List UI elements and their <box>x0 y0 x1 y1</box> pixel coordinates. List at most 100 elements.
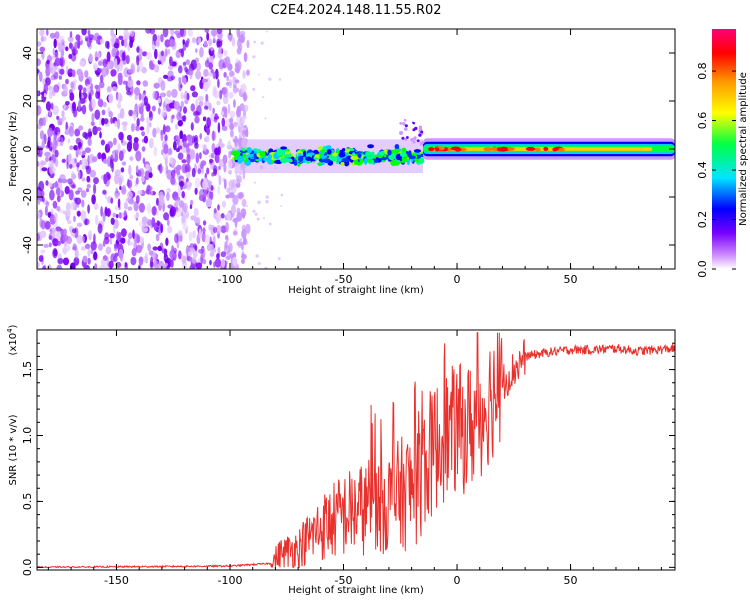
noise-blob <box>229 129 234 138</box>
noise-blob <box>187 68 194 76</box>
noise-blob <box>153 146 157 158</box>
noise-blob <box>242 237 247 246</box>
noise-blob <box>241 229 247 239</box>
noise-blob <box>108 111 114 118</box>
noise-blob <box>112 137 117 146</box>
noise-blob <box>68 42 73 49</box>
noise-blob <box>118 35 124 40</box>
noise-blob <box>182 61 187 66</box>
noise-blob <box>155 233 160 242</box>
band-feature <box>418 133 422 137</box>
noise-blob <box>162 124 166 135</box>
band-feature <box>420 130 424 134</box>
noise-blob <box>101 109 106 116</box>
noise-blob <box>166 90 172 98</box>
noise-blob <box>128 164 132 176</box>
noise-blob <box>113 42 120 49</box>
colorbar-tick-label: 0.4 <box>696 161 709 179</box>
noise-blob <box>67 36 74 43</box>
noise-blob <box>167 65 174 70</box>
noise-blob <box>160 130 164 142</box>
noise-blob <box>48 242 52 248</box>
noise-blob <box>169 38 176 48</box>
noise-blob <box>170 169 176 178</box>
noise-blob <box>194 115 200 124</box>
noise-blob <box>106 51 111 62</box>
snr-scale-exponent: 4 <box>6 328 14 333</box>
noise-blob <box>96 52 101 59</box>
noise-blob <box>163 212 170 221</box>
noise-blob <box>227 140 232 149</box>
noise-blob <box>164 157 168 167</box>
noise-blob <box>191 91 198 98</box>
noise-blob <box>185 59 191 65</box>
band-blob <box>379 150 385 156</box>
noise-blob <box>186 144 190 153</box>
noise-blob <box>135 125 140 132</box>
noise-blob <box>67 154 72 165</box>
noise-blob <box>52 89 56 97</box>
noise-blob <box>61 110 65 118</box>
noise-blob <box>182 202 188 213</box>
band-blob <box>246 147 252 154</box>
band-blob <box>387 149 392 156</box>
noise-blob <box>138 92 142 101</box>
noise-blob <box>108 93 114 104</box>
band-blob <box>371 151 375 159</box>
noise-blob <box>135 244 143 254</box>
noise-blob <box>117 243 124 251</box>
noise-blob <box>186 38 190 44</box>
noise-blob <box>189 264 195 269</box>
noise-blob <box>229 117 234 124</box>
noise-blob <box>78 84 83 91</box>
snr-xlabel: Height of straight line (km) <box>288 585 424 596</box>
noise-blob <box>46 59 50 65</box>
noise-blob <box>209 251 215 257</box>
noise-blob <box>221 125 228 131</box>
noise-blob <box>93 183 97 195</box>
noise-blob <box>205 198 212 208</box>
noise-blob <box>189 204 193 209</box>
noise-blob <box>207 72 214 77</box>
noise-blob <box>184 99 189 105</box>
signal-peak <box>552 147 558 152</box>
noise-blob <box>40 230 47 239</box>
band-blob <box>241 147 246 152</box>
noise-blob <box>224 234 229 241</box>
noise-blob <box>180 48 184 58</box>
noise-blob <box>37 41 42 47</box>
noise-blob <box>40 161 47 166</box>
colorbar: 0.0 0.2 0.4 0.6 0.8 Normalized spectral ampl… <box>696 29 749 278</box>
noise-blob <box>242 115 247 120</box>
noise-blob <box>76 234 83 245</box>
noise-blob <box>189 247 195 253</box>
noise-blob <box>86 188 89 193</box>
noise-blob <box>233 99 236 108</box>
noise-blob <box>43 243 49 248</box>
noise-blob <box>222 200 226 208</box>
noise-blob <box>136 117 140 127</box>
noise-blob <box>105 246 112 255</box>
noise-blob <box>150 256 154 268</box>
noise-blob <box>156 210 159 217</box>
noise-blob <box>127 68 134 74</box>
noise-blob <box>39 218 44 228</box>
noise-blob <box>222 154 228 165</box>
noise-blob <box>37 233 40 242</box>
noise-blob <box>217 185 220 195</box>
noise-blob <box>121 185 126 193</box>
noise-blob <box>206 32 210 41</box>
noise-blob <box>169 249 175 259</box>
noise-blob <box>117 174 124 184</box>
noise-blob <box>179 29 185 37</box>
noise-blob <box>45 201 50 207</box>
noise-blob <box>169 56 173 66</box>
noise-blob <box>95 56 99 62</box>
noise-blob <box>87 248 91 258</box>
noise-blob <box>95 214 99 226</box>
band-blob <box>298 155 304 163</box>
noise-blob <box>71 231 75 238</box>
band-blob <box>332 152 338 157</box>
signal-peak <box>450 146 461 151</box>
